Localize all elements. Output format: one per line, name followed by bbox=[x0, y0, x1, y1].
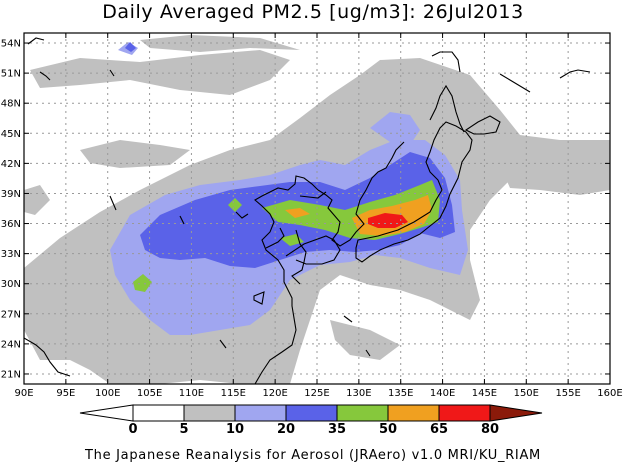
colorbar-box bbox=[234, 404, 287, 422]
lon-tick-label: 125E bbox=[304, 388, 329, 399]
colorbar-box bbox=[183, 404, 236, 422]
lon-tick-label: 95E bbox=[56, 388, 75, 399]
colorbar-box bbox=[438, 404, 491, 422]
colorbar-label: 50 bbox=[379, 422, 397, 437]
lat-tick-label: 39N bbox=[1, 189, 21, 200]
colorbar-box bbox=[336, 404, 389, 422]
colorbar-box bbox=[132, 404, 185, 422]
graticule bbox=[24, 33, 610, 384]
colorbar-label: 65 bbox=[430, 422, 448, 437]
colorbar-high-arrow bbox=[489, 404, 543, 422]
axis-ticks bbox=[23, 33, 611, 384]
latitude-labels: 21N 24N 27N 30N 33N 36N 39N 42N 45N 48N 51N 54N bbox=[1, 39, 21, 381]
lon-tick-label: 155E bbox=[555, 388, 580, 399]
lon-tick-label: 140E bbox=[430, 388, 455, 399]
longitude-labels: 90E 95E 100E 105E 110E 115E 120E 125E 130E 135E 14… bbox=[14, 388, 622, 399]
lat-tick-label: 27N bbox=[1, 309, 21, 320]
lon-tick-label: 110E bbox=[179, 388, 204, 399]
lat-tick-label: 33N bbox=[1, 249, 21, 260]
lat-tick-label: 24N bbox=[1, 339, 21, 350]
colorbar-box bbox=[285, 404, 338, 422]
lon-tick-label: 130E bbox=[346, 388, 371, 399]
colorbar-label: 0 bbox=[128, 422, 137, 437]
map-title: Daily Averaged PM2.5 [ug/m3]: 26Jul2013 bbox=[102, 1, 524, 23]
lat-tick-label: 30N bbox=[1, 279, 21, 290]
lon-tick-label: 150E bbox=[514, 388, 539, 399]
lon-tick-label: 105E bbox=[137, 388, 162, 399]
lat-tick-label: 45N bbox=[1, 129, 21, 140]
lon-tick-label: 145E bbox=[472, 388, 497, 399]
colorbar-labels: 0 5 10 20 35 50 65 80 bbox=[128, 422, 499, 437]
colorbar-box bbox=[387, 404, 440, 422]
lon-tick-label: 120E bbox=[262, 388, 287, 399]
colorbar-label: 35 bbox=[328, 422, 346, 437]
lon-tick-label: 100E bbox=[95, 388, 120, 399]
lon-tick-label: 160E bbox=[597, 388, 622, 399]
colorbar-label: 20 bbox=[277, 422, 295, 437]
lat-tick-label: 48N bbox=[1, 99, 21, 110]
credit-line: The Japanese Reanalysis for Aerosol (JRA… bbox=[85, 448, 541, 463]
colorbar bbox=[79, 404, 543, 422]
lat-tick-label: 54N bbox=[1, 39, 21, 50]
lat-tick-label: 42N bbox=[1, 159, 21, 170]
lat-tick-label: 21N bbox=[1, 369, 21, 380]
coastlines bbox=[24, 37, 591, 384]
colorbar-label: 80 bbox=[481, 422, 499, 437]
colorbar-low-arrow bbox=[79, 404, 134, 422]
lon-tick-label: 90E bbox=[14, 388, 33, 399]
lon-tick-label: 115E bbox=[221, 388, 246, 399]
lat-tick-label: 51N bbox=[1, 69, 21, 80]
colorbar-label: 5 bbox=[179, 422, 188, 437]
band-65-80 bbox=[368, 213, 408, 228]
colorbar-label: 10 bbox=[226, 422, 244, 437]
lat-tick-label: 36N bbox=[1, 219, 21, 230]
lon-tick-label: 135E bbox=[388, 388, 413, 399]
